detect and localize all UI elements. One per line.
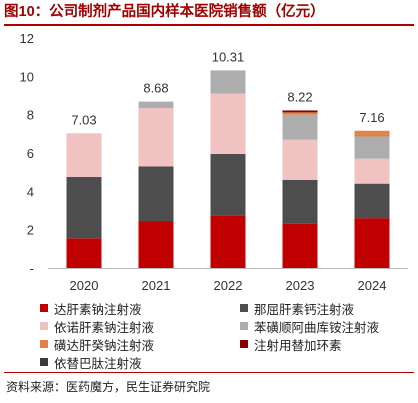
legend-swatch <box>40 304 48 312</box>
bar-segment <box>66 238 102 268</box>
total-label: 8.22 <box>287 89 312 104</box>
legend-item: 依替巴肽注射液 <box>40 354 240 371</box>
bar-segment <box>210 153 246 216</box>
bar-segment <box>282 139 318 180</box>
stacked-bar-chart: - 2 4 6 8 10 12 7.03 2020 8.68 2021 10.31 2022 8.22 20… <box>20 31 408 293</box>
chart-title: 图10：公司制剂产品国内样本医院销售额（亿元） <box>4 4 325 20</box>
legend-label: 达肝素钠注射液 <box>54 302 142 317</box>
y-tick-label: 4 <box>27 184 34 199</box>
x-tick-label: 2020 <box>70 278 99 293</box>
legend-label: 那屈肝素钙注射液 <box>254 302 355 317</box>
legend-label: 依替巴肽注射液 <box>54 356 142 371</box>
legend-swatch <box>40 340 48 348</box>
bar-segment <box>66 176 102 239</box>
legend-swatch <box>40 358 48 366</box>
y-tick-label: 8 <box>27 108 34 123</box>
y-tick-label: 12 <box>20 31 34 46</box>
x-tick-label: 2021 <box>142 278 171 293</box>
legend-label: 磺达肝癸钠注射液 <box>54 338 155 353</box>
chart-legend: 达肝素钠注射液 那屈肝素钙注射液依诺肝素钠注射液 苯磺顺阿曲库铵注射液磺达肝癸钠注射… <box>40 300 416 371</box>
bar-segment <box>354 130 390 137</box>
bar-segment <box>138 166 174 222</box>
source-note: 资料来源：医药魔方，民生证券研究院 <box>6 380 211 394</box>
bar-segment <box>282 179 318 224</box>
title-divider <box>4 24 414 26</box>
bar-segment <box>354 183 390 219</box>
legend-item: 注射用替加环素 <box>240 336 416 353</box>
legend-item: 那屈肝素钙注射液 <box>240 300 416 317</box>
legend-item: 苯磺顺阿曲库铵注射液 <box>240 318 416 335</box>
x-tick-label: 2023 <box>286 278 315 293</box>
bar-segment <box>210 93 246 154</box>
y-tick-label: 10 <box>20 69 34 84</box>
total-label: 7.03 <box>71 112 96 127</box>
legend-swatch <box>240 340 248 348</box>
bar-segment <box>138 221 174 268</box>
bar-segment <box>282 112 318 115</box>
legend-item: 达肝素钠注射液 <box>40 300 240 317</box>
total-label: 10.31 <box>212 49 245 64</box>
y-tick-label: - <box>30 261 34 276</box>
legend-swatch <box>240 304 248 312</box>
legend-label: 苯磺顺阿曲库铵注射液 <box>254 320 380 335</box>
bar-segment <box>282 114 318 140</box>
bar-segment <box>210 215 246 268</box>
total-label: 7.16 <box>359 110 384 125</box>
legend-item: 磺达肝癸钠注射液 <box>40 336 240 353</box>
legend-swatch <box>240 322 248 330</box>
y-tick-label: 6 <box>27 146 34 161</box>
y-tick-label: 2 <box>27 223 34 238</box>
bar-segment <box>354 136 390 159</box>
legend-label: 依诺肝素钠注射液 <box>54 320 155 335</box>
bar-segment <box>354 218 390 268</box>
legend-swatch <box>40 322 48 330</box>
legend-item: 依诺肝素钠注射液 <box>40 318 240 335</box>
bar-segment <box>138 107 174 167</box>
legend-label: 注射用替加环素 <box>254 338 342 353</box>
bar-segment <box>282 110 318 113</box>
footer-divider <box>4 372 414 373</box>
bar-segment <box>138 101 174 108</box>
bar-segment <box>66 133 102 177</box>
bar-segment <box>282 223 318 268</box>
bar-segment <box>210 70 246 94</box>
x-tick-label: 2024 <box>358 278 387 293</box>
total-label: 8.68 <box>143 81 168 96</box>
x-tick-label: 2022 <box>214 278 243 293</box>
bar-segment <box>354 158 390 184</box>
